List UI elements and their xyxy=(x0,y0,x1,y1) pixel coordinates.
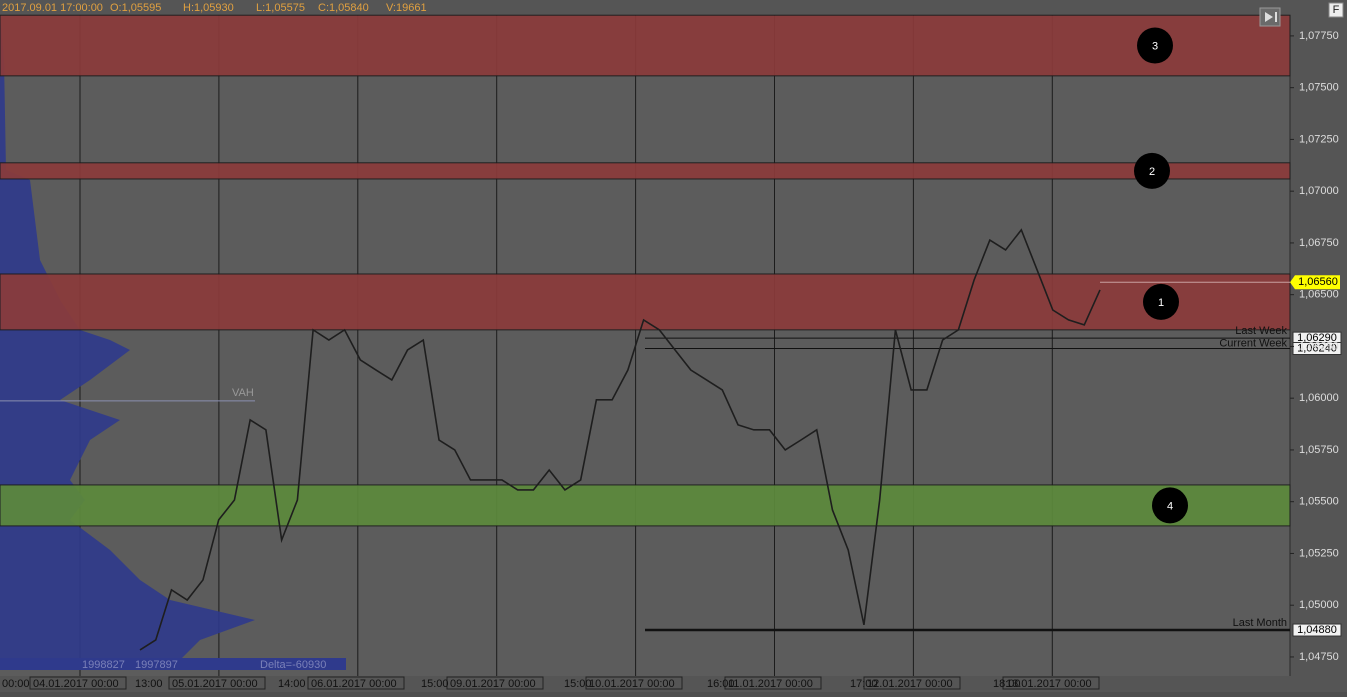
date-label: 06.01.2017 00:00 xyxy=(311,678,397,690)
current-price-box xyxy=(1290,275,1340,290)
date-label: 04.01.2017 00:00 xyxy=(33,678,119,690)
y-tick-label: 1,04750 xyxy=(1299,651,1339,663)
time-label: 15:00 xyxy=(421,678,449,690)
current-price-label: 1,06560 xyxy=(1298,276,1338,288)
scroll-end-icon xyxy=(1265,12,1277,22)
footer-volume: 1997897 xyxy=(135,659,178,671)
y-tick-label: 1,05250 xyxy=(1299,547,1339,559)
date-label: 05.01.2017 00:00 xyxy=(172,678,258,690)
y-tick-label: 1,07000 xyxy=(1299,185,1339,197)
date-box xyxy=(724,676,822,690)
y-tick-label: 1,06750 xyxy=(1299,237,1339,249)
time-label: 15:00 xyxy=(564,678,592,690)
date-box xyxy=(446,676,544,690)
date-box xyxy=(1002,676,1100,690)
time-label: 00:00 xyxy=(2,678,30,690)
plot-area xyxy=(0,15,1290,676)
date-label: 10.01.2017 00:00 xyxy=(589,678,675,690)
y-tick-label: 1,05500 xyxy=(1299,496,1339,508)
zone-label: 4 xyxy=(1167,500,1173,512)
time-label: 18:00 xyxy=(993,678,1021,690)
float-button-label: F xyxy=(1333,4,1340,16)
y-tick-label: 1,06500 xyxy=(1299,289,1339,301)
zone xyxy=(0,14,1291,77)
y-tick-label: 1,07500 xyxy=(1299,82,1339,94)
level-price-box xyxy=(1292,342,1342,356)
vah-label: VAH xyxy=(232,387,254,399)
time-label: 13:00 xyxy=(135,678,163,690)
date-label: 09.01.2017 00:00 xyxy=(450,678,536,690)
zone xyxy=(0,162,1291,180)
time-label: 17:00 xyxy=(850,678,878,690)
price xyxy=(139,228,1101,651)
zone xyxy=(0,484,1291,527)
date-box xyxy=(863,676,961,690)
y-tick-label: 1,05750 xyxy=(1299,444,1339,456)
level-price-label: 1,04880 xyxy=(1297,624,1337,636)
level-price-label: 1,06290 xyxy=(1297,332,1337,344)
date-label: 12.01.2017 00:00 xyxy=(867,678,953,690)
zone-marker xyxy=(1137,27,1173,64)
level-name: Last Week xyxy=(1235,325,1287,337)
level-price-box xyxy=(1292,623,1342,637)
zone-marker xyxy=(1152,487,1188,524)
date-label: 11.01.2017 00:00 xyxy=(728,678,813,690)
y-tick-label: 1,06250 xyxy=(1299,340,1339,352)
footer-bar xyxy=(0,658,346,670)
level-name: Last Month xyxy=(1233,617,1287,629)
level-name: Current Week xyxy=(1219,337,1287,349)
price-line xyxy=(139,228,1101,651)
date-box xyxy=(585,676,683,690)
time-label: 14:00 xyxy=(278,678,306,690)
header-field: H:1,05930 xyxy=(183,2,234,14)
float-button[interactable] xyxy=(1328,2,1344,18)
zone-label: 1 xyxy=(1158,297,1164,309)
y-tick-label: 1,06000 xyxy=(1299,392,1339,404)
date-box xyxy=(168,676,266,690)
date-label: 13.01.2017 00:00 xyxy=(1006,678,1092,690)
header-field: 2017.09.01 17:00:00 xyxy=(2,2,103,14)
header: 2017.09.01 17:00:00 O:1,05595 H:1,05930 L:1… xyxy=(2,2,427,14)
header-field: C:1,05840 xyxy=(318,2,369,14)
date-box xyxy=(29,676,127,690)
y-tick-label: 1,07250 xyxy=(1299,133,1339,145)
level-price-label: 1,06240 xyxy=(1297,342,1337,354)
zone-label: 3 xyxy=(1152,40,1158,52)
y-tick-label: 1,07750 xyxy=(1299,30,1339,42)
header-field: V:19661 xyxy=(386,2,427,14)
zone-label: 2 xyxy=(1149,166,1155,178)
header-field: O:1,05595 xyxy=(110,2,161,14)
zones: 1 2 3 4 xyxy=(0,14,1291,527)
zone-marker xyxy=(1143,283,1179,320)
y-tick-label: 1,05000 xyxy=(1299,599,1339,611)
time-label: 16:00 xyxy=(707,678,735,690)
footer-volume: 1998827 xyxy=(82,659,125,671)
date-box xyxy=(307,676,405,690)
footer-delta: Delta=-60930 xyxy=(260,659,326,671)
time-axis: 00:00 04.01.2017 00:00 05.01.2017 00:00 06.… xyxy=(2,676,1100,690)
header-field: L:1,05575 xyxy=(256,2,305,14)
zone-marker xyxy=(1134,152,1170,189)
